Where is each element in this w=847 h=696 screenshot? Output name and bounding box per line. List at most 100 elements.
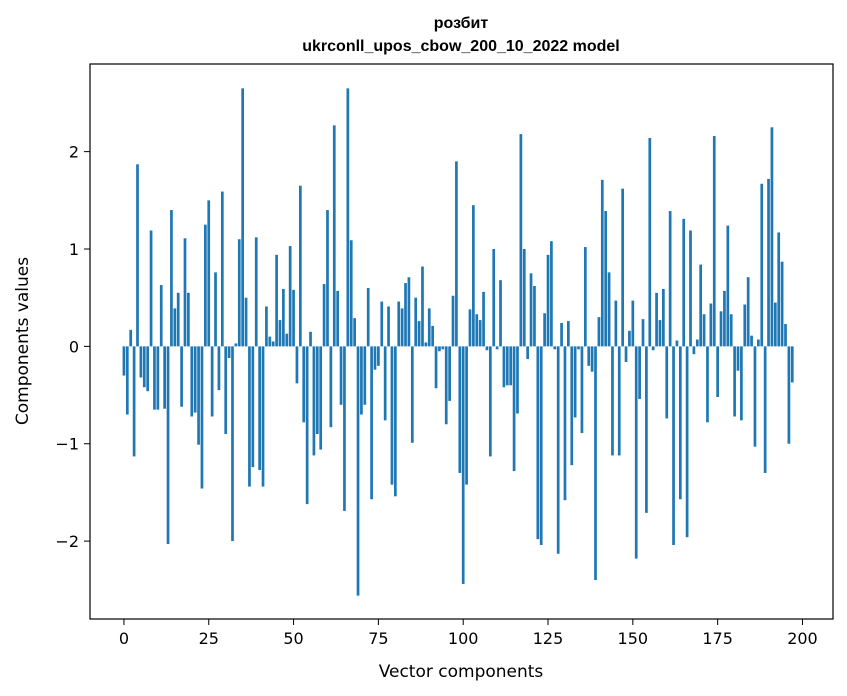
- bar-component-68: [353, 318, 356, 347]
- x-tick-label: 200: [787, 629, 818, 648]
- bar-component-185: [750, 335, 753, 347]
- bar-component-191: [770, 127, 774, 347]
- bar-component-11: [159, 285, 163, 347]
- bar-component-79: [390, 346, 394, 485]
- bar-component-30: [224, 346, 228, 434]
- bar-component-89: [424, 342, 428, 347]
- bar-component-153: [641, 319, 645, 347]
- bar-component-121: [533, 286, 536, 347]
- bar-component-93: [438, 346, 441, 352]
- bar-component-3: [132, 346, 136, 457]
- bar-component-35: [241, 88, 245, 347]
- bar-component-144: [611, 346, 614, 456]
- bar-component-135: [580, 346, 584, 434]
- bar-component-67: [349, 240, 353, 347]
- bar-component-196: [787, 346, 791, 444]
- bar-component-128: [556, 346, 560, 554]
- bar-component-23: [200, 346, 204, 489]
- bar-component-44: [271, 341, 275, 347]
- bar-component-189: [763, 346, 767, 473]
- bar-component-94: [441, 346, 445, 350]
- bar-component-181: [736, 346, 740, 371]
- bar-component-83: [404, 283, 407, 347]
- bar-component-116: [516, 346, 519, 414]
- bar-component-162: [672, 346, 675, 545]
- bar-component-42: [265, 306, 268, 347]
- bar-component-176: [719, 311, 723, 347]
- bar-component-197: [790, 346, 794, 383]
- x-axis-label: Vector components: [379, 662, 544, 682]
- bar-component-53: [302, 346, 306, 423]
- bar-component-36: [244, 297, 248, 347]
- bar-component-45: [275, 254, 278, 347]
- bar-component-22: [197, 346, 200, 445]
- bar-component-122: [536, 346, 540, 540]
- bar-component-133: [573, 346, 577, 418]
- bar-component-47: [282, 288, 285, 347]
- bar-component-106: [482, 291, 485, 347]
- y-tick-label: 0: [69, 337, 79, 356]
- bar-component-146: [617, 346, 621, 456]
- bar-component-12: [163, 346, 166, 409]
- bar-component-27: [214, 272, 217, 347]
- bar-component-19: [187, 292, 190, 347]
- bar-component-16: [176, 292, 180, 347]
- bar-component-187: [757, 339, 760, 347]
- bar-component-134: [577, 346, 580, 350]
- bar-component-183: [743, 304, 747, 347]
- bar-component-75: [377, 346, 380, 366]
- bar-component-13: [166, 346, 170, 545]
- bar-component-1: [125, 346, 129, 415]
- bar-component-43: [268, 336, 272, 347]
- bar-component-102: [468, 309, 472, 347]
- bar-component-110: [495, 346, 499, 350]
- bar-component-150: [631, 300, 635, 347]
- bar-component-161: [668, 211, 672, 347]
- bar-component-87: [417, 321, 421, 347]
- bar-component-193: [777, 232, 781, 347]
- bar-component-92: [434, 346, 438, 389]
- bar-component-171: [702, 314, 706, 347]
- bar-component-145: [614, 300, 618, 347]
- y-tick-label: −2: [55, 532, 79, 551]
- x-tick-label: 100: [448, 629, 479, 648]
- bar-component-61: [329, 346, 333, 428]
- bar-component-69: [356, 346, 360, 596]
- bar-component-98: [455, 161, 458, 347]
- bar-component-5: [139, 346, 143, 378]
- bar-component-7: [146, 346, 150, 392]
- bar-component-70: [360, 346, 363, 415]
- bar-component-119: [526, 346, 530, 360]
- bar-component-74: [373, 346, 377, 370]
- bar-component-160: [665, 346, 669, 419]
- bar-component-81: [397, 301, 401, 347]
- bar-component-131: [567, 321, 570, 347]
- bar-component-17: [180, 346, 183, 407]
- bar-component-56: [312, 346, 316, 456]
- bar-component-178: [726, 225, 730, 347]
- bar-component-148: [624, 346, 628, 362]
- bar-component-137: [587, 346, 591, 366]
- bar-component-149: [628, 330, 631, 347]
- bar-component-167: [689, 230, 692, 347]
- bar-component-38: [251, 346, 255, 468]
- bar-component-165: [682, 218, 686, 347]
- bar-component-169: [695, 339, 699, 347]
- bar-component-143: [607, 272, 611, 347]
- bar-component-188: [760, 183, 764, 347]
- bar-component-164: [678, 346, 682, 500]
- bar-component-142: [604, 211, 608, 347]
- bar-component-50: [292, 289, 295, 347]
- bar-component-54: [305, 346, 309, 505]
- bar-component-33: [234, 343, 238, 347]
- bar-component-63: [336, 290, 340, 347]
- bar-component-124: [543, 313, 546, 347]
- bar-component-9: [153, 346, 156, 410]
- bar-component-46: [278, 320, 282, 347]
- bar-component-34: [237, 239, 241, 347]
- bar-component-190: [767, 178, 770, 347]
- bar-component-39: [254, 237, 258, 347]
- bar-component-21: [193, 346, 197, 413]
- bar-component-90: [427, 308, 431, 347]
